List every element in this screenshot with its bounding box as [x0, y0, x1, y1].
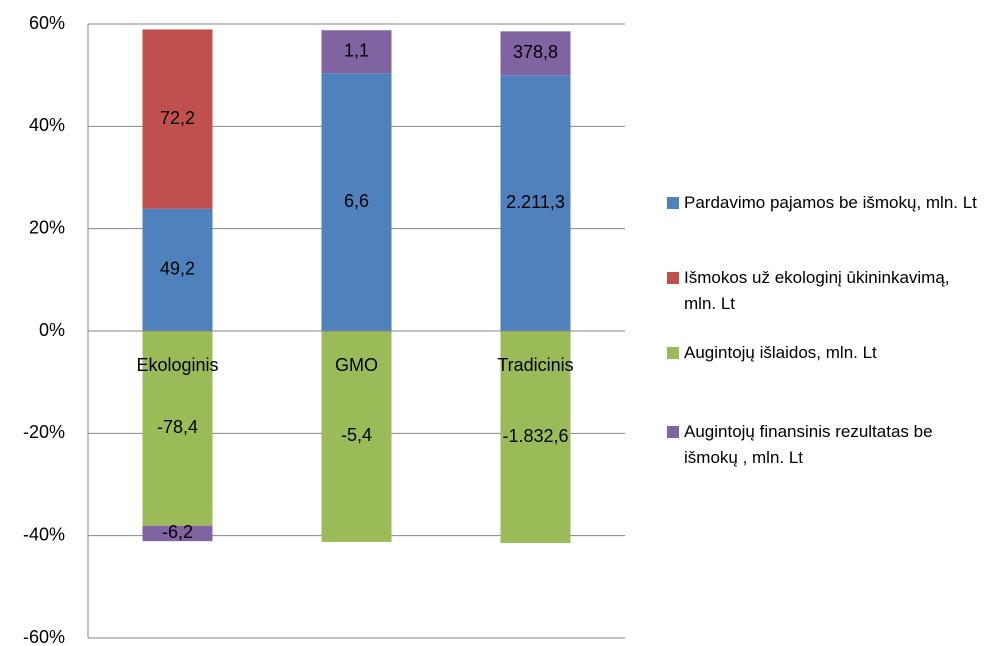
x-tick-label: Ekologinis [136, 355, 218, 375]
legend-swatch [667, 426, 679, 438]
data-label: -5,4 [341, 425, 372, 445]
y-tick-label: 40% [29, 115, 65, 135]
legend-item: Augintojų išlaidos, mln. Lt [664, 340, 984, 366]
data-label: -1.832,6 [502, 426, 568, 446]
legend-item: Pardavimo pajamos be išmokų, mln. Lt [664, 190, 984, 216]
bar-segment [500, 31, 571, 76]
bar-segment [142, 525, 213, 542]
legend-label: Išmokos už ekologinį ūkininkavimą, mln. … [684, 268, 950, 313]
bar-segment [321, 331, 392, 542]
legend-item: Išmokos už ekologinį ūkininkavimą, mln. … [664, 265, 984, 317]
data-label: 72,2 [160, 108, 195, 128]
bar-segment [142, 208, 213, 331]
x-tick-label: Tradicinis [497, 355, 573, 375]
legend-swatch [667, 272, 679, 284]
legend-label: Pardavimo pajamos be išmokų, mln. Lt [684, 193, 977, 212]
legend-item: Augintojų finansinis rezultatas be išmok… [664, 419, 984, 471]
y-tick-label: 20% [29, 217, 65, 237]
bar-segment [500, 75, 571, 331]
data-label: 49,2 [160, 259, 195, 279]
data-label: 2.211,3 [506, 192, 565, 212]
legend-swatch [667, 197, 679, 209]
legend-label: Augintojų išlaidos, mln. Lt [684, 343, 877, 362]
x-tick-label: GMO [335, 355, 378, 375]
data-label: -78,4 [157, 417, 198, 437]
bar-segment [321, 73, 392, 331]
y-tick-label: -40% [23, 524, 65, 544]
bar-segment [321, 30, 392, 74]
y-tick-label: -60% [23, 627, 65, 646]
data-label: -6,2 [162, 522, 193, 542]
y-tick-label: 60% [29, 13, 65, 33]
data-label: 1,1 [344, 40, 369, 60]
legend-swatch [667, 347, 679, 359]
y-tick-label: 0% [39, 320, 65, 340]
data-label: 6,6 [344, 191, 369, 211]
bar-segment [142, 331, 213, 526]
legend-label: Augintojų finansinis rezultatas be išmok… [684, 422, 933, 467]
bar-segment [500, 331, 571, 544]
y-tick-label: -20% [23, 422, 65, 442]
bar-segment [142, 29, 213, 209]
data-label: 378,8 [513, 42, 558, 62]
